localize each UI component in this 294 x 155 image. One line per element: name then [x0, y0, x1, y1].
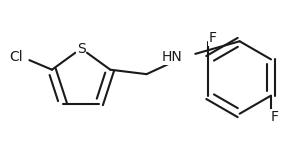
Text: Cl: Cl [9, 50, 23, 64]
Text: F: F [271, 110, 279, 124]
Text: S: S [77, 42, 86, 55]
Text: F: F [208, 31, 216, 45]
Text: HN: HN [162, 50, 183, 64]
